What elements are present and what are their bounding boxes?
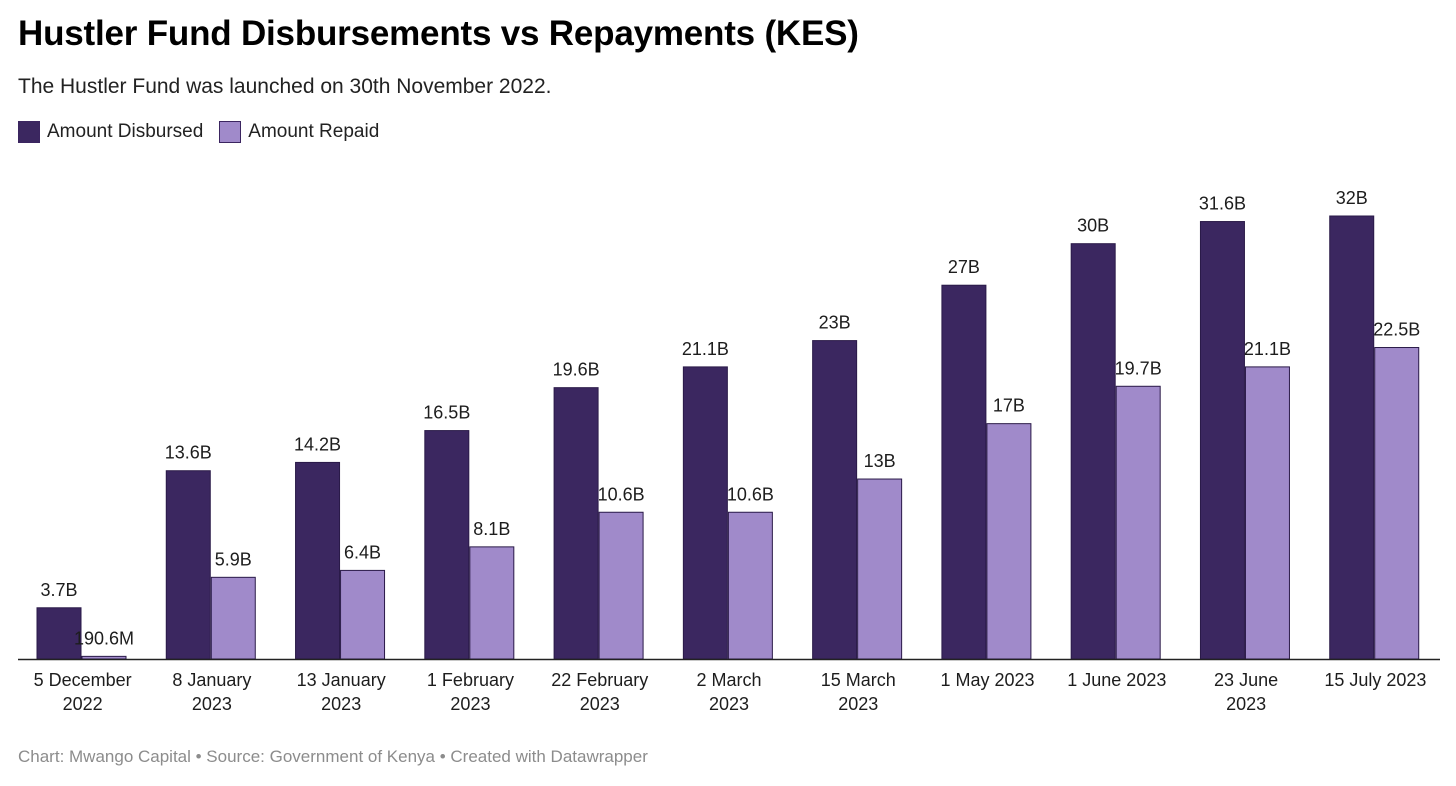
- data-label-disbursed: 21.1B: [682, 339, 729, 359]
- data-label-repaid: 5.9B: [215, 549, 252, 569]
- x-tick-label: 2022: [63, 694, 103, 714]
- chart-subtitle: The Hustler Fund was launched on 30th No…: [18, 75, 552, 98]
- legend-swatch-repaid: [219, 121, 242, 143]
- bar-disbursed: [553, 387, 599, 660]
- x-tick-label: 2 March: [696, 670, 761, 690]
- chart-footer: Chart: Mwango Capital • Source: Governme…: [18, 747, 648, 766]
- data-label-repaid: 13B: [864, 451, 896, 471]
- x-tick-label: 2023: [1226, 694, 1266, 714]
- legend-item-repaid: Amount Repaid: [219, 121, 379, 143]
- data-label-disbursed: 13.6B: [165, 443, 212, 463]
- data-label-disbursed: 30B: [1077, 216, 1109, 236]
- bar-repaid: [340, 569, 386, 660]
- bar-disbursed: [941, 284, 987, 660]
- data-label-repaid: 21.1B: [1244, 339, 1291, 359]
- x-tick-label: 2023: [321, 694, 361, 714]
- data-label-repaid: 8.1B: [473, 519, 510, 539]
- bar-disbursed: [1070, 243, 1116, 660]
- x-tick-label: 13 January: [297, 670, 386, 690]
- bar-repaid: [986, 423, 1032, 660]
- data-label-disbursed: 31.6B: [1199, 194, 1246, 214]
- x-tick-label: 2023: [580, 694, 620, 714]
- bar-disbursed: [812, 340, 858, 660]
- bar-disbursed: [1329, 215, 1375, 660]
- x-tick-label: 1 February: [427, 670, 514, 690]
- data-label-repaid: 17B: [993, 396, 1025, 416]
- bar-repaid: [1244, 366, 1290, 660]
- bar-disbursed: [295, 461, 341, 660]
- bar-repaid: [598, 511, 644, 660]
- data-label-disbursed: 14.2B: [294, 434, 341, 454]
- bar-disbursed: [424, 430, 470, 660]
- bar-disbursed: [1199, 221, 1245, 660]
- x-tick-label: 1 June 2023: [1067, 670, 1166, 690]
- data-label-disbursed: 16.5B: [423, 403, 470, 423]
- x-tick-label: 5 December: [34, 670, 132, 690]
- legend-swatch-disbursed: [18, 121, 40, 143]
- legend: Amount Disbursed Amount Repaid: [18, 121, 395, 143]
- x-tick-label: 1 May 2023: [941, 670, 1035, 690]
- data-label-repaid: 6.4B: [344, 542, 381, 562]
- data-label-disbursed: 27B: [948, 257, 980, 277]
- legend-label-repaid: Amount Repaid: [248, 121, 380, 142]
- bar-repaid: [469, 546, 515, 660]
- data-label-repaid: 19.7B: [1115, 358, 1162, 378]
- data-label-disbursed: 23B: [819, 313, 851, 333]
- bar-repaid: [81, 655, 127, 660]
- legend-item-disbursed: Amount Disbursed: [18, 121, 203, 143]
- x-tick-label: 23 June: [1214, 670, 1278, 690]
- x-tick-label: 8 January: [172, 670, 251, 690]
- bar-repaid: [857, 478, 903, 660]
- bar-disbursed: [682, 366, 728, 660]
- x-tick-label: 2023: [450, 694, 490, 714]
- x-tick-label: 15 March: [821, 670, 896, 690]
- bar-repaid: [210, 576, 256, 660]
- x-tick-label: 2023: [838, 694, 878, 714]
- x-tick-label: 2023: [709, 694, 749, 714]
- x-tick-label: 2023: [192, 694, 232, 714]
- data-label-disbursed: 32B: [1336, 188, 1368, 208]
- bar-disbursed: [165, 470, 211, 660]
- legend-label-disbursed: Amount Disbursed: [47, 121, 204, 142]
- bar-repaid: [1374, 347, 1420, 660]
- data-label-repaid: 190.6M: [74, 628, 134, 648]
- data-label-repaid: 10.6B: [598, 484, 645, 504]
- bar-disbursed: [36, 607, 82, 660]
- chart-title: Hustler Fund Disbursements vs Repayments…: [18, 14, 859, 53]
- data-label-repaid: 10.6B: [727, 484, 774, 504]
- x-tick-label: 15 July 2023: [1324, 670, 1426, 690]
- bar-repaid: [727, 511, 773, 660]
- bar-repaid: [1115, 385, 1161, 660]
- data-label-disbursed: 19.6B: [553, 360, 600, 380]
- x-tick-label: 22 February: [551, 670, 648, 690]
- data-label-repaid: 22.5B: [1373, 320, 1420, 340]
- data-label-disbursed: 3.7B: [40, 580, 77, 600]
